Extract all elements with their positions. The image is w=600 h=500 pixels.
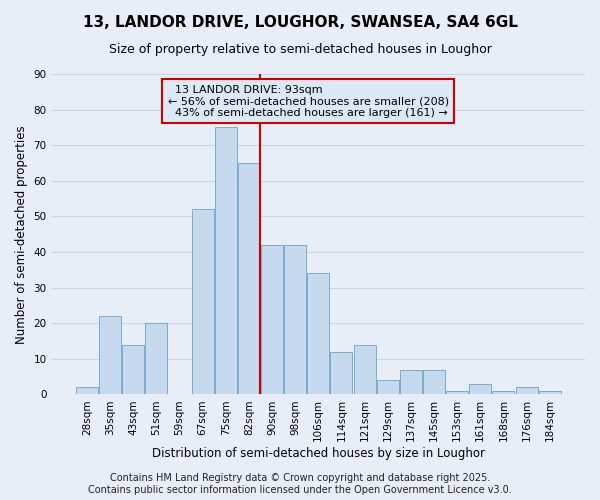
Bar xyxy=(469,384,491,394)
Bar xyxy=(353,344,376,395)
Bar xyxy=(377,380,399,394)
Text: 13 LANDOR DRIVE: 93sqm
← 56% of semi-detached houses are smaller (208)
  43% of : 13 LANDOR DRIVE: 93sqm ← 56% of semi-det… xyxy=(168,84,449,118)
Bar xyxy=(145,323,167,394)
Text: Contains HM Land Registry data © Crown copyright and database right 2025.
Contai: Contains HM Land Registry data © Crown c… xyxy=(88,474,512,495)
Bar xyxy=(284,245,306,394)
X-axis label: Distribution of semi-detached houses by size in Loughor: Distribution of semi-detached houses by … xyxy=(152,447,485,460)
Bar xyxy=(493,391,514,394)
Y-axis label: Number of semi-detached properties: Number of semi-detached properties xyxy=(15,125,28,344)
Bar xyxy=(539,391,561,394)
Bar xyxy=(261,245,283,394)
Bar xyxy=(515,388,538,394)
Bar xyxy=(122,344,144,395)
Bar xyxy=(400,370,422,394)
Bar xyxy=(215,128,236,394)
Bar xyxy=(238,163,260,394)
Bar xyxy=(331,352,352,395)
Bar xyxy=(307,274,329,394)
Bar xyxy=(99,316,121,394)
Text: Size of property relative to semi-detached houses in Loughor: Size of property relative to semi-detach… xyxy=(109,42,491,56)
Bar xyxy=(446,391,468,394)
Bar xyxy=(76,388,98,394)
Text: 13, LANDOR DRIVE, LOUGHOR, SWANSEA, SA4 6GL: 13, LANDOR DRIVE, LOUGHOR, SWANSEA, SA4 … xyxy=(83,15,517,30)
Bar xyxy=(191,210,214,394)
Bar xyxy=(423,370,445,394)
